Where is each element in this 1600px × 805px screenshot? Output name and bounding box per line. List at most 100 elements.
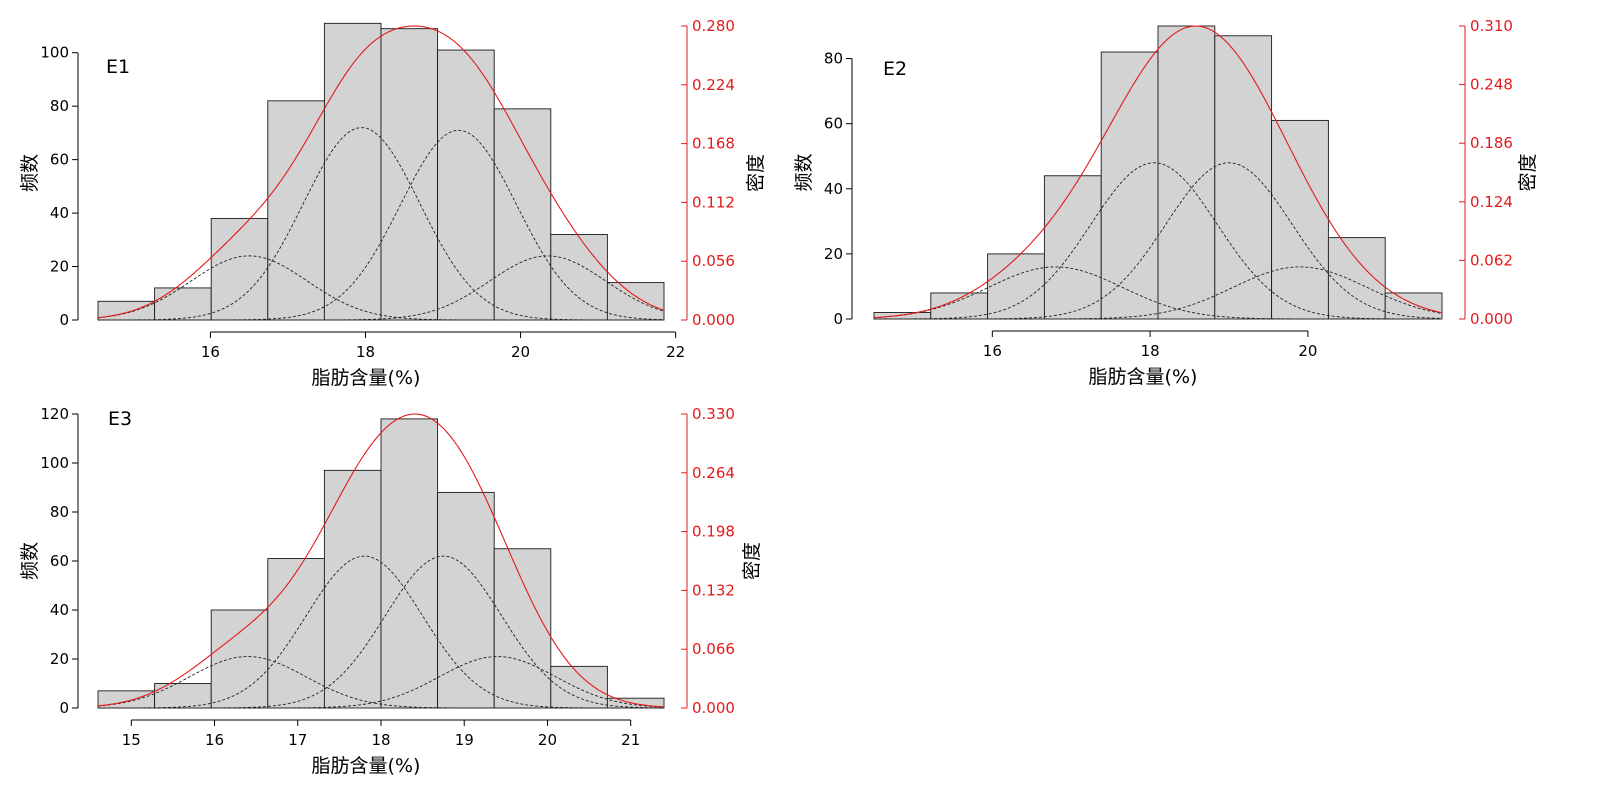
histogram-bar <box>1327 237 1386 320</box>
frequency-axis-title: 频数 <box>19 154 41 192</box>
frequency-tick-label: 60 <box>50 552 69 570</box>
density-tick-label: 0.280 <box>692 17 735 35</box>
frequency-tick-label: 0 <box>59 699 69 717</box>
frequency-tick-label: 60 <box>824 115 843 133</box>
frequency-tick-label: 120 <box>40 405 69 423</box>
component-curve-1 <box>97 656 664 709</box>
component-curve-3 <box>98 129 665 321</box>
histogram-bar <box>1100 51 1159 320</box>
fitted-density-curve <box>97 25 665 319</box>
density-tick-label: 0.224 <box>692 76 735 94</box>
histogram-bar <box>380 28 439 321</box>
histogram-bar <box>493 548 552 709</box>
density-tick-label: 0.056 <box>692 252 735 270</box>
density-tick-label: 0.000 <box>1470 310 1513 328</box>
histogram-bar <box>437 49 495 321</box>
frequency-tick-label: 80 <box>824 50 843 68</box>
density-tick-label: 0.264 <box>692 464 735 482</box>
frequency-tick-label: 40 <box>50 601 69 619</box>
density-axis-title: 密度 <box>1517 153 1539 191</box>
histogram-bar <box>1384 292 1443 320</box>
histogram-bar <box>267 100 325 321</box>
frequency-tick-label: 0 <box>833 310 843 328</box>
density-tick-label: 0.132 <box>692 581 735 599</box>
histogram-panel-e2: 0 20 40 60 80 0.000 0.062 0.124 0.186 0.248 0.310 1… <box>793 17 1539 388</box>
histogram-bar <box>550 234 608 321</box>
density-tick-label: 0.124 <box>1470 193 1513 211</box>
density-tick-label: 0.000 <box>692 699 735 717</box>
density-tick-label: 0.310 <box>1470 17 1513 35</box>
panel-label: E3 <box>108 408 132 430</box>
density-tick-label: 0.066 <box>692 640 735 658</box>
x-tick-label: 18 <box>1141 342 1160 360</box>
component-curve-1 <box>873 266 1442 320</box>
histogram-bar <box>380 418 439 709</box>
x-tick-label: 20 <box>1298 342 1317 360</box>
x-tick-label: 18 <box>371 731 390 749</box>
component-curve-2 <box>97 555 664 709</box>
frequency-tick-label: 20 <box>50 258 69 276</box>
fitted-density-curve <box>873 25 1443 319</box>
x-axis-title: 脂肪含量(%) <box>312 755 421 777</box>
x-tick-label: 20 <box>538 731 557 749</box>
x-tick-label: 16 <box>205 731 224 749</box>
frequency-tick-label: 40 <box>824 180 843 198</box>
histogram-bar <box>154 683 212 709</box>
density-tick-label: 0.112 <box>692 193 735 211</box>
histogram-bar <box>987 253 1045 320</box>
x-tick-label: 20 <box>511 343 530 361</box>
histogram-bar <box>437 491 495 709</box>
histogram-bar <box>323 469 382 709</box>
component-curve-3 <box>874 162 1443 320</box>
histogram-bar <box>1271 119 1329 320</box>
panel-label: E1 <box>106 56 130 78</box>
histogram-bar <box>267 558 325 709</box>
component-curve-2 <box>874 162 1443 320</box>
histogram-bar <box>873 312 932 320</box>
x-axis-title: 脂肪含量(%) <box>1089 366 1198 388</box>
density-axis-title: 密度 <box>745 154 767 192</box>
histogram-bar <box>323 22 382 321</box>
x-tick-label: 21 <box>621 731 640 749</box>
component-curve-4 <box>98 656 665 709</box>
x-axis-title: 脂肪含量(%) <box>312 367 421 389</box>
histogram-bar <box>210 609 269 709</box>
histogram-bar <box>154 287 212 321</box>
frequency-tick-label: 100 <box>40 454 69 472</box>
density-tick-label: 0.198 <box>692 523 735 541</box>
density-axis-title: 密度 <box>741 542 763 580</box>
histogram-bar <box>493 108 552 321</box>
frequency-tick-label: 0 <box>59 311 69 329</box>
histogram-bar <box>210 217 269 321</box>
x-tick-label: 19 <box>455 731 474 749</box>
x-tick-label: 16 <box>983 342 1002 360</box>
density-tick-label: 0.330 <box>692 405 735 423</box>
frequency-tick-label: 100 <box>40 44 69 62</box>
component-curve-3 <box>98 555 665 709</box>
x-tick-label: 17 <box>288 731 307 749</box>
histogram-bar <box>97 300 156 321</box>
x-tick-label: 15 <box>122 731 141 749</box>
x-tick-label: 22 <box>666 343 685 361</box>
density-tick-label: 0.062 <box>1470 251 1513 269</box>
frequency-tick-label: 80 <box>50 97 69 115</box>
frequency-axis-title: 频数 <box>793 153 815 191</box>
density-tick-label: 0.186 <box>1470 134 1513 152</box>
histogram-bar <box>1157 25 1216 320</box>
x-tick-label: 16 <box>201 343 220 361</box>
component-curve-4 <box>98 255 665 321</box>
frequency-tick-label: 20 <box>50 650 69 668</box>
x-tick-label: 18 <box>356 343 375 361</box>
frequency-axis-title: 频数 <box>19 542 41 580</box>
frequency-tick-label: 60 <box>50 151 69 169</box>
histogram-panel-e3: 0 20 40 60 80 100 120 0.000 0.066 0.132 0.198 0.264… <box>19 405 763 777</box>
frequency-tick-label: 40 <box>50 204 69 222</box>
density-tick-label: 0.000 <box>692 311 735 329</box>
fitted-density-curve <box>97 413 665 708</box>
density-tick-label: 0.168 <box>692 135 735 153</box>
panel-label: E2 <box>883 58 907 80</box>
frequency-tick-label: 80 <box>50 503 69 521</box>
histogram-bar <box>1043 175 1102 320</box>
histogram-panel-e1: 0 20 40 60 80 100 0.000 0.056 0.112 0.168 0.224 0.2… <box>19 17 767 389</box>
